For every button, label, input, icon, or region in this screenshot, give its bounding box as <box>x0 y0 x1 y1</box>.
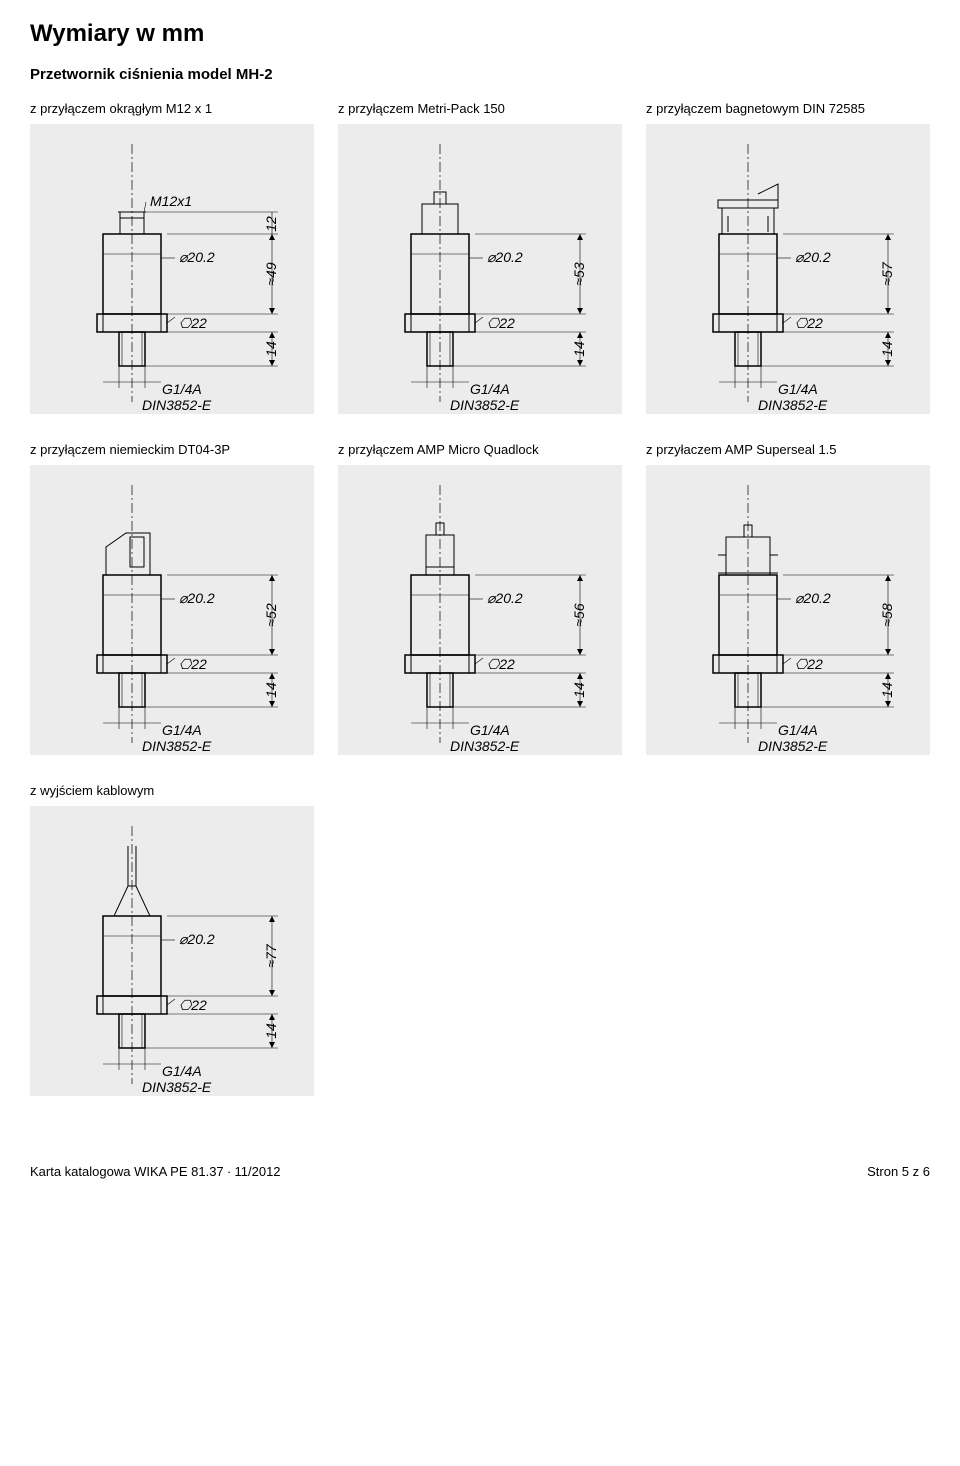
svg-text:G1/4A: G1/4A <box>778 722 818 738</box>
svg-text:⌀20.2: ⌀20.2 <box>487 590 523 606</box>
svg-text:14: 14 <box>263 341 279 357</box>
diagram-cell: z przyłaczem AMP Superseal 1.5 ⌀20.2 ⎔22 ≈… <box>646 442 930 755</box>
diagram-metripack: ⌀20.2 ⎔22 ≈53 14 G1/4ADIN3852-E <box>338 124 622 414</box>
page-subtitle: Przetwornik ciśnienia model MH-2 <box>30 66 930 83</box>
svg-text:14: 14 <box>571 682 587 698</box>
svg-text:⎔22: ⎔22 <box>795 656 823 672</box>
svg-text:DIN3852-E: DIN3852-E <box>450 397 520 413</box>
page-footer: Karta katalogowa WIKA PE 81.37 ∙ 11/2012… <box>30 1164 930 1179</box>
svg-text:⎔22: ⎔22 <box>179 997 207 1013</box>
diagram-label: z wyjściem kablowym <box>30 783 314 798</box>
diagram-bayonet: ⌀20.2 ⎔22 ≈57 14 G1/4ADIN3852-E <box>646 124 930 414</box>
diagram-cable: ⌀20.2 ⎔22 ≈77 14 G1/4ADIN3852-E <box>30 806 314 1096</box>
diagram-row-1: z przyłączem okrągłym M12 x 1 ⌀20.2 ⎔22 ≈4… <box>30 101 930 414</box>
diagram-cell: z przyłączem okrągłym M12 x 1 ⌀20.2 ⎔22 ≈4… <box>30 101 314 414</box>
diagram-dt04: ⌀20.2 ⎔22 ≈52 14 G1/4ADIN3852-E <box>30 465 314 755</box>
svg-text:⌀20.2: ⌀20.2 <box>179 931 215 947</box>
svg-text:G1/4A: G1/4A <box>162 1063 202 1079</box>
diagram-label: z przyłączem okrągłym M12 x 1 <box>30 101 314 116</box>
page-title: Wymiary w mm <box>30 20 930 48</box>
svg-text:G1/4A: G1/4A <box>778 381 818 397</box>
diagram-row-3: z wyjściem kablowym ⌀20.2 ⎔22 ≈77 14 G1/4ADI… <box>30 783 930 1096</box>
svg-text:DIN3852-E: DIN3852-E <box>758 397 828 413</box>
svg-text:≈56: ≈56 <box>571 603 587 626</box>
svg-text:12: 12 <box>263 216 279 232</box>
diagram-label: z przyłączem Metri-Pack 150 <box>338 101 622 116</box>
diagram-label: z przyłączem bagnetowym DIN 72585 <box>646 101 930 116</box>
diagram-label: z przyłączem AMP Micro Quadlock <box>338 442 622 457</box>
svg-text:M12x1: M12x1 <box>150 193 192 209</box>
svg-text:≈52: ≈52 <box>263 603 279 626</box>
svg-text:⌀20.2: ⌀20.2 <box>179 249 215 265</box>
svg-text:⎔22: ⎔22 <box>179 315 207 331</box>
diagram-quadlock: ⌀20.2 ⎔22 ≈56 14 G1/4ADIN3852-E <box>338 465 622 755</box>
svg-text:DIN3852-E: DIN3852-E <box>758 738 828 754</box>
svg-text:DIN3852-E: DIN3852-E <box>142 738 212 754</box>
diagram-cell: z przyłączem niemieckim DT04-3P ⌀20.2 ⎔22… <box>30 442 314 755</box>
svg-text:DIN3852-E: DIN3852-E <box>142 397 212 413</box>
svg-text:≈49: ≈49 <box>263 262 279 285</box>
diagram-m12: ⌀20.2 ⎔22 ≈49 14 G1/4ADIN3852-E M12x1 12 <box>30 124 314 414</box>
svg-text:14: 14 <box>263 682 279 698</box>
svg-text:DIN3852-E: DIN3852-E <box>450 738 520 754</box>
svg-text:⌀20.2: ⌀20.2 <box>487 249 523 265</box>
svg-text:DIN3852-E: DIN3852-E <box>142 1079 212 1095</box>
svg-text:G1/4A: G1/4A <box>162 722 202 738</box>
svg-text:⎔22: ⎔22 <box>795 315 823 331</box>
svg-text:⎔22: ⎔22 <box>487 656 515 672</box>
svg-text:14: 14 <box>263 1023 279 1039</box>
diagram-cell: z przyłączem Metri-Pack 150 ⌀20.2 ⎔22 ≈53 1… <box>338 101 622 414</box>
diagram-cell: z przyłączem bagnetowym DIN 72585 ⌀20.2 ⎔… <box>646 101 930 414</box>
diagram-label: z przyłączem niemieckim DT04-3P <box>30 442 314 457</box>
svg-text:⌀20.2: ⌀20.2 <box>795 590 831 606</box>
svg-text:14: 14 <box>879 682 895 698</box>
svg-text:≈57: ≈57 <box>879 261 895 285</box>
svg-text:G1/4A: G1/4A <box>470 722 510 738</box>
diagram-cell: z przyłączem AMP Micro Quadlock ⌀20.2 ⎔22… <box>338 442 622 755</box>
svg-text:≈77: ≈77 <box>263 943 279 967</box>
footer-left: Karta katalogowa WIKA PE 81.37 ∙ 11/2012 <box>30 1164 281 1179</box>
svg-text:⌀20.2: ⌀20.2 <box>179 590 215 606</box>
diagram-row-2: z przyłączem niemieckim DT04-3P ⌀20.2 ⎔22… <box>30 442 930 755</box>
svg-text:≈58: ≈58 <box>879 603 895 626</box>
svg-text:G1/4A: G1/4A <box>470 381 510 397</box>
footer-right: Stron 5 z 6 <box>867 1164 930 1179</box>
svg-text:⎔22: ⎔22 <box>179 656 207 672</box>
diagram-label: z przyłaczem AMP Superseal 1.5 <box>646 442 930 457</box>
svg-text:14: 14 <box>879 341 895 357</box>
diagram-superseal: ⌀20.2 ⎔22 ≈58 14 G1/4ADIN3852-E <box>646 465 930 755</box>
svg-text:⌀20.2: ⌀20.2 <box>795 249 831 265</box>
diagram-cell: z wyjściem kablowym ⌀20.2 ⎔22 ≈77 14 G1/4ADI… <box>30 783 314 1096</box>
svg-text:≈53: ≈53 <box>571 262 587 285</box>
svg-text:14: 14 <box>571 341 587 357</box>
svg-text:G1/4A: G1/4A <box>162 381 202 397</box>
svg-text:⎔22: ⎔22 <box>487 315 515 331</box>
